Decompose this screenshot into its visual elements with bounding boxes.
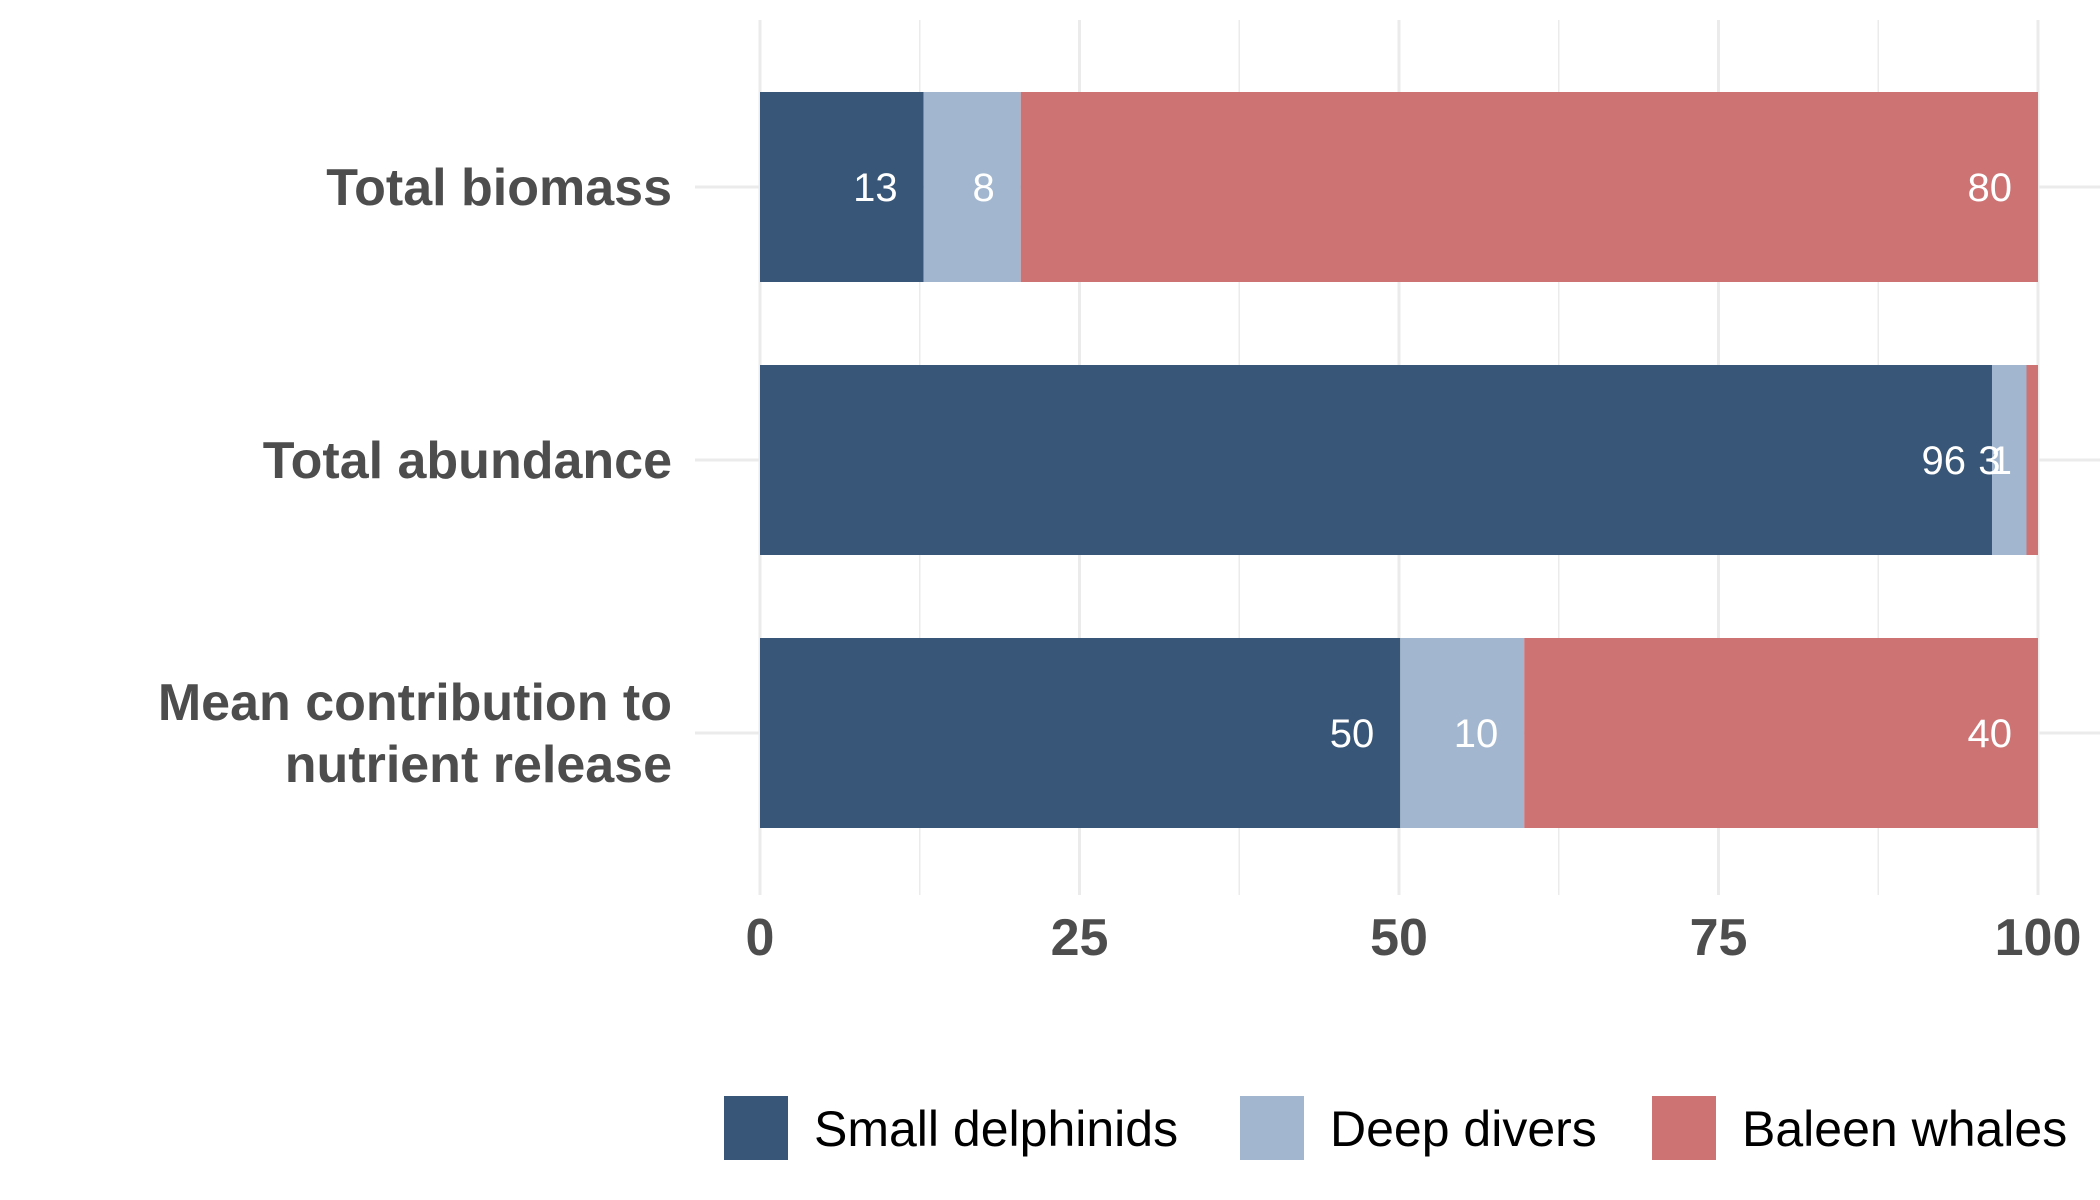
legend-label: Baleen whales xyxy=(1742,1101,2067,1157)
legend: Small delphinids Deep divers Baleen whales xyxy=(724,1096,2067,1160)
bar-segment xyxy=(1991,365,2027,555)
category-label: Total biomass xyxy=(326,159,672,217)
bar-segment xyxy=(760,365,1992,555)
bar-segment xyxy=(760,92,924,282)
legend-key xyxy=(724,1096,788,1160)
x-tick-label: 0 xyxy=(746,909,775,967)
legend-key xyxy=(1652,1096,1716,1160)
x-tick-label: 100 xyxy=(1995,909,2082,967)
bars xyxy=(760,92,2038,828)
bar-segment xyxy=(2026,365,2038,555)
legend-key xyxy=(1240,1096,1304,1160)
data-label: 50 xyxy=(1330,712,1375,756)
x-tick-label: 50 xyxy=(1370,909,1428,967)
x-axis: 0 25 50 75 100 xyxy=(746,909,2082,967)
legend-label: Small delphinids xyxy=(814,1101,1178,1157)
category-label: Total abundance xyxy=(263,432,672,490)
bar-segment xyxy=(1400,638,1525,828)
data-label: 3 xyxy=(1978,439,2000,483)
x-tick-label: 75 xyxy=(1690,909,1748,967)
data-label: 13 xyxy=(853,166,898,210)
bar-segment xyxy=(923,92,1021,282)
legend-label: Deep divers xyxy=(1330,1101,1597,1157)
data-label: 8 xyxy=(972,166,994,210)
data-label: 96 xyxy=(1921,439,1966,483)
data-label: 1 xyxy=(1990,439,2012,483)
bar-segment xyxy=(1524,638,2038,828)
data-label: 10 xyxy=(1454,712,1499,756)
x-tick-label: 25 xyxy=(1051,909,1109,967)
data-label: 40 xyxy=(1968,712,2013,756)
data-label: 80 xyxy=(1968,166,2013,210)
category-label: Mean contribution to nutrient release xyxy=(158,674,672,794)
bar-segment xyxy=(1020,92,2038,282)
category-axis: Total biomass Total abundance Mean contrib… xyxy=(158,159,672,794)
data-labels: 13 8 80 96 31 50 10 40 xyxy=(853,166,2012,756)
bar-segment xyxy=(760,638,1401,828)
